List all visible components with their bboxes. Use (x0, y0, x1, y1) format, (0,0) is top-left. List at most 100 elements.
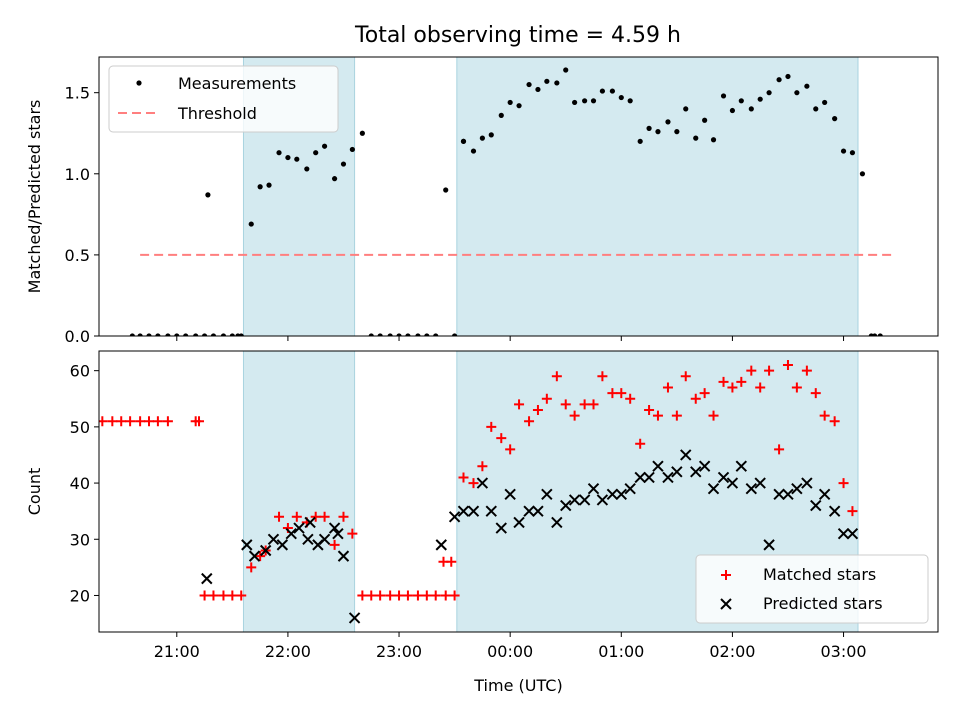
measurement-point (729, 107, 736, 114)
predicted-star-marker (763, 539, 775, 551)
measurement-point (266, 182, 272, 188)
predicted-star-marker (818, 488, 831, 501)
matched-star-marker (764, 365, 775, 376)
predicted-star-marker (782, 488, 794, 501)
matched-star-marker (505, 444, 516, 455)
measurement-point (470, 148, 477, 154)
predicted-star-marker (596, 494, 609, 506)
measurement-point (813, 106, 819, 112)
measurement-point (276, 150, 282, 156)
axes-frame (98, 350, 939, 633)
y-tick-label: 40 (70, 474, 90, 493)
matched-star-marker (588, 399, 599, 410)
measurement-point (396, 333, 402, 336)
matched-star-marker (116, 416, 127, 427)
measurement-point (872, 333, 878, 336)
legend-measurements-label: Measurements (178, 74, 296, 93)
predicted-star-marker (680, 449, 692, 461)
measurement-point (655, 129, 661, 135)
measurement-point (165, 333, 171, 336)
matched-star-marker (107, 416, 118, 427)
matched-star-marker (616, 388, 627, 399)
matched-star-marker (162, 416, 173, 427)
measurement-point (285, 154, 291, 161)
matched-star-marker (680, 371, 691, 382)
predicted-star-marker (513, 516, 525, 529)
measurement-point (544, 78, 550, 84)
matched-star-marker (755, 382, 766, 393)
measurement-point (146, 333, 152, 336)
measurement-point (460, 138, 467, 144)
predicted-star-marker (606, 488, 619, 501)
measurement-point (665, 119, 671, 125)
matched-star-marker (402, 590, 413, 601)
measurement-point (433, 333, 439, 336)
chart-title: Total observing time = 4.59 h (354, 23, 681, 48)
predicted-star-marker (337, 550, 350, 562)
predicted-star-marker (318, 533, 331, 545)
measurement-point (877, 333, 883, 336)
measurement-point (590, 98, 597, 104)
measurement-point (804, 83, 810, 89)
predicted-star-marker (671, 466, 683, 478)
matched-star-marker (746, 365, 757, 376)
matched-star-marker (421, 590, 432, 601)
predicted-star-marker (690, 466, 702, 478)
y-tick-label: 0.5 (65, 246, 90, 265)
x-tick-label: 00:00 (487, 642, 533, 661)
matched-star-marker (791, 382, 802, 393)
legend-top: Measurements Threshold (108, 65, 339, 133)
matched-star-marker (446, 556, 457, 567)
measurement-point (415, 333, 421, 336)
y-tick-label: 20 (70, 586, 90, 605)
matched-star-marker (477, 461, 488, 472)
measurement-point (776, 77, 782, 83)
predicted-star-marker (698, 460, 711, 472)
matched-star-marker (468, 478, 479, 489)
x-tick-label: 02:00 (709, 642, 755, 661)
measurement-point (582, 98, 588, 104)
predicted-star-marker (801, 477, 813, 489)
predicted-star-marker (662, 471, 674, 484)
legend-matched-marker (721, 570, 731, 580)
legend-bottom: Matched stars Predicted stars (695, 554, 929, 624)
legend-box (695, 554, 929, 624)
measurement-point (693, 135, 699, 141)
predicted-star-marker (634, 471, 646, 484)
matched-star-marker (152, 416, 163, 427)
matched-star-marker (652, 410, 663, 421)
measurement-point (738, 98, 744, 104)
measurement-point (572, 99, 578, 106)
predicted-star-marker (560, 499, 572, 512)
matched-star-marker (430, 590, 441, 601)
predicted-star-marker (791, 482, 803, 495)
predicted-star-marker (504, 488, 516, 501)
matched-star-marker (560, 399, 571, 410)
matched-star-marker (440, 590, 451, 601)
measurement-point (840, 148, 847, 154)
matched-star-marker (690, 393, 701, 404)
predicted-star-marker (773, 488, 785, 501)
measurement-point (748, 106, 754, 112)
measurement-point (832, 116, 838, 122)
matched-star-marker (644, 405, 655, 416)
matched-star-marker (449, 590, 460, 601)
predicted-star-marker (248, 550, 261, 562)
matched-star-marker (736, 376, 747, 387)
legend-threshold-label: Threshold (177, 104, 257, 123)
measurement-point (646, 125, 652, 131)
measurement-point (554, 80, 560, 86)
measurement-point (488, 132, 494, 138)
predicted-star-marker (435, 539, 447, 551)
matched-star-marker (782, 360, 793, 371)
matched-star-marker (514, 399, 525, 410)
predicted-star-marker (587, 482, 600, 495)
measurement-point (720, 93, 727, 99)
matched-star-marker (412, 590, 423, 601)
matched-star-marker (319, 511, 330, 522)
measurement-point (377, 333, 383, 336)
y-tick-label: 50 (70, 418, 90, 437)
matched-star-marker (718, 376, 729, 387)
predicted-star-marker (717, 471, 730, 484)
predicted-star-marker (846, 527, 859, 540)
